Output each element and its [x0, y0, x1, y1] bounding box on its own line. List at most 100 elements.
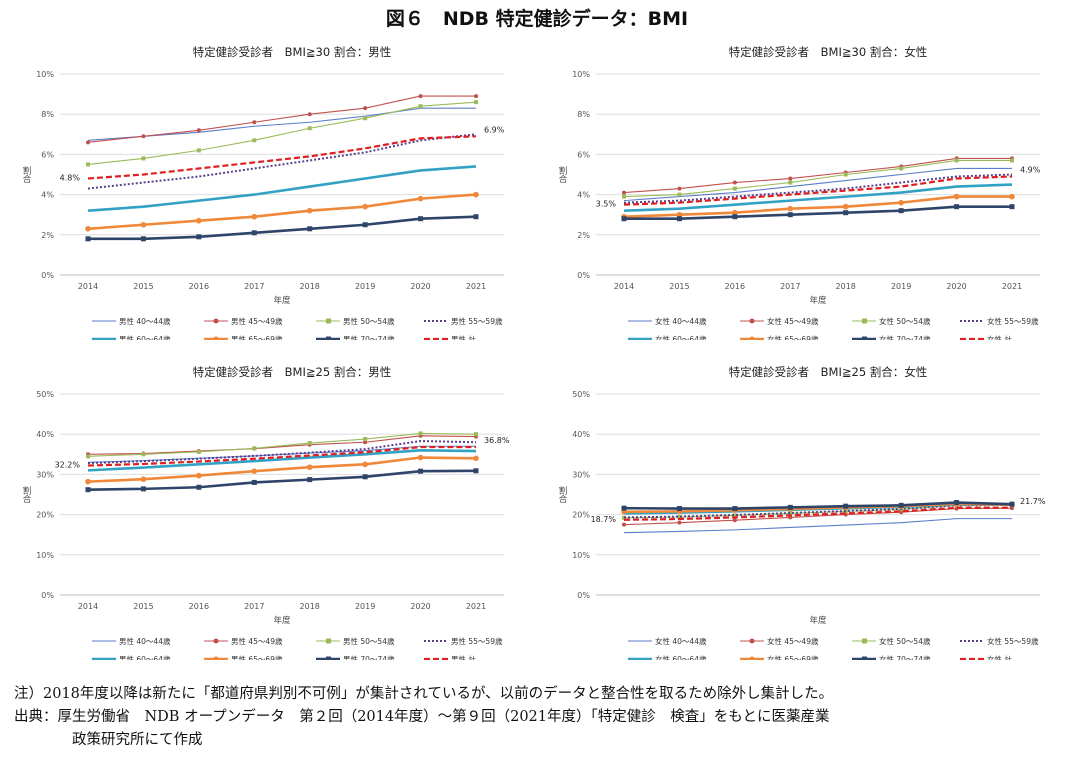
- legend-label: 女性 70〜74歳: [879, 334, 931, 340]
- x-axis-label: 年度: [273, 295, 291, 306]
- source-text-continued: 政策研究所にて作成: [72, 732, 203, 748]
- chart-title: 特定健診受診者 BMI≧30 割合：男性: [193, 45, 392, 59]
- legend-label: 女性 65〜69歳: [767, 334, 819, 340]
- legend-label: 女性 45〜49歳: [767, 636, 819, 646]
- y-tick-label: 50%: [36, 390, 54, 399]
- data-label: 21.7%: [1020, 497, 1046, 506]
- y-tick-label: 4%: [577, 191, 590, 200]
- y-tick-label: 2%: [41, 231, 54, 240]
- data-point: [732, 513, 737, 518]
- series-line: [624, 205, 1012, 221]
- legend-marker: [213, 336, 219, 340]
- x-axis-label: 年度: [809, 615, 827, 626]
- data-point: [307, 126, 312, 131]
- figure-notes: 注）2018年度以降は新たに「都道府県判別不可例」が集計されているが、以前のデー…: [14, 683, 1064, 752]
- series-line: [87, 95, 476, 143]
- series-line: [623, 175, 1013, 206]
- data-point: [953, 193, 960, 200]
- data-point: [788, 511, 793, 516]
- x-tick-label: 2019: [891, 282, 911, 291]
- y-tick-label: 4%: [41, 191, 54, 200]
- y-tick-label: 10%: [572, 70, 590, 79]
- data-point: [307, 441, 312, 446]
- data-point: [140, 476, 147, 483]
- legend-marker: [213, 638, 219, 644]
- data-point: [362, 461, 368, 468]
- data-point: [677, 186, 682, 191]
- data-point: [140, 236, 146, 242]
- data-point: [474, 100, 478, 105]
- data-point: [251, 230, 257, 236]
- legend-label: 男性 40〜44歳: [119, 636, 171, 646]
- data-point: [251, 468, 258, 474]
- data-point: [1010, 158, 1014, 163]
- legend-marker: [213, 318, 219, 324]
- data-point: [1009, 501, 1015, 507]
- legend-label: 女性 60〜64歳: [655, 654, 707, 660]
- x-tick-label: 2017: [244, 602, 264, 611]
- data-point: [788, 176, 793, 181]
- series-line: [87, 448, 477, 472]
- series-line: [87, 440, 477, 465]
- data-point: [362, 222, 368, 228]
- data-point: [86, 140, 90, 145]
- data-point: [732, 506, 738, 512]
- x-tick-label: 2014: [78, 602, 98, 611]
- series-line: [623, 501, 1013, 510]
- data-point: [898, 502, 904, 508]
- chart-bmi30-male: 特定健診受診者 BMI≧30 割合：男性 0% 2% 4% 6% 8% 10% 2014 201…: [4, 40, 534, 340]
- series-line: [87, 165, 477, 212]
- x-tick-label: 2018: [836, 282, 856, 291]
- legend-label: 女性 55〜59歳: [987, 636, 1039, 646]
- data-point: [418, 104, 423, 109]
- x-tick-label: 2018: [300, 282, 320, 291]
- data-point: [843, 210, 849, 216]
- data-point: [732, 180, 737, 185]
- y-tick-label: 50%: [572, 390, 590, 399]
- legend-label: 男性 計: [451, 334, 476, 340]
- data-point: [473, 191, 479, 198]
- data-point: [732, 518, 737, 523]
- data-point: [363, 116, 368, 121]
- series-line: [87, 445, 476, 467]
- note-text: 注）2018年度以降は新たに「都道府県判別不可例」が集計されているが、以前のデー…: [14, 686, 834, 702]
- data-point: [787, 212, 793, 218]
- data-point: [622, 522, 626, 527]
- x-tick-label: 2014: [78, 282, 98, 291]
- legend-marker: [213, 656, 219, 660]
- data-point: [86, 162, 90, 167]
- x-tick-label: 2015: [133, 282, 153, 291]
- legend-label: 男性 計: [451, 654, 476, 660]
- data-point: [306, 464, 313, 470]
- chart-title: 特定健診受診者 BMI≧30 割合：女性: [729, 45, 928, 59]
- data-point: [1009, 204, 1015, 210]
- data-point: [86, 454, 90, 459]
- chart-svg: 特定健診受診者 BMI≧30 割合：男性 0% 2% 4% 6% 8% 10% 2014 201…: [21, 45, 505, 340]
- y-axis-label: 割合: [557, 165, 567, 184]
- y-tick-label: 40%: [36, 430, 54, 439]
- data-point: [474, 432, 478, 437]
- data-point: [676, 211, 683, 218]
- data-point: [843, 172, 848, 177]
- data-point: [141, 156, 146, 161]
- data-point: [417, 454, 424, 461]
- series-line: [623, 506, 1012, 521]
- data-point: [252, 446, 257, 451]
- y-tick-label: 10%: [36, 551, 54, 560]
- y-tick-label: 30%: [572, 470, 590, 479]
- data-point: [418, 94, 423, 99]
- series-line: [87, 435, 477, 455]
- y-tick-label: 20%: [36, 511, 54, 520]
- data-point: [898, 208, 904, 214]
- figure-title: 図６ NDB 特定健診データ：BMI: [385, 8, 689, 30]
- data-point: [85, 478, 91, 485]
- x-tick-label: 2021: [1002, 282, 1022, 291]
- data-point: [196, 128, 201, 133]
- data-point: [307, 226, 313, 232]
- data-point: [196, 148, 201, 153]
- x-tick-label: 2016: [189, 282, 209, 291]
- legend-marker: [749, 318, 755, 324]
- data-point: [252, 120, 257, 125]
- series-line: [87, 432, 477, 457]
- x-tick-label: 2015: [669, 282, 689, 291]
